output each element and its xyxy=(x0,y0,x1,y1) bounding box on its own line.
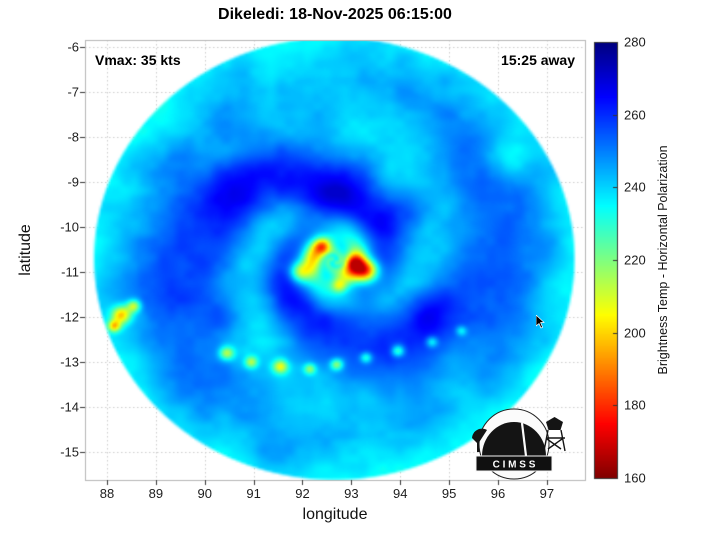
y-tick-label: -10 xyxy=(60,219,79,235)
satellite-dish-icon xyxy=(472,428,487,444)
y-axis-label: latitude xyxy=(17,224,34,276)
observatory-dome-icon xyxy=(482,422,546,456)
x-tick-label: 89 xyxy=(148,486,164,501)
vmax-annotation: Vmax: 35 kts xyxy=(95,52,181,68)
y-tick-label: -13 xyxy=(60,354,79,370)
cimss-logo-text: C I M S S xyxy=(493,460,536,471)
x-tick-label: 95 xyxy=(441,486,457,501)
eta-annotation: 15:25 away xyxy=(501,52,575,68)
y-tick-label: -9 xyxy=(67,174,79,190)
logo-banner xyxy=(475,455,553,472)
cimss-logo: C I M S S xyxy=(472,408,566,480)
water-tower-roof xyxy=(546,417,563,422)
x-tick-label: 97 xyxy=(539,486,555,501)
y-tick-label: -7 xyxy=(67,84,79,100)
y-tick-label: -11 xyxy=(61,264,79,280)
water-tower-legs xyxy=(543,429,566,452)
y-tick-label: -15 xyxy=(60,444,79,460)
dish-mast xyxy=(477,442,480,452)
dome-slit xyxy=(520,422,528,457)
x-axis-label: longitude xyxy=(302,506,368,523)
colorbar-tick-label: 180 xyxy=(624,397,646,413)
y-tick-label: -12 xyxy=(60,309,79,325)
colorbar-tick-label: 200 xyxy=(624,325,646,341)
y-tick-label: -6 xyxy=(67,39,79,55)
water-tower-tank xyxy=(546,422,563,430)
colorbar-tick-label: 260 xyxy=(624,107,646,123)
y-tick-label: -8 xyxy=(67,129,79,145)
colorbar-tick-label: 160 xyxy=(624,470,646,486)
x-tick-label: 88 xyxy=(99,486,115,501)
x-tick-label: 93 xyxy=(344,486,359,501)
x-tick-label: 96 xyxy=(490,486,506,501)
colorbar-tick-label: 280 xyxy=(624,34,646,50)
x-tick-label: 92 xyxy=(295,486,310,501)
colorbar-tick-label: 220 xyxy=(624,252,646,268)
x-tick-label: 91 xyxy=(246,486,261,501)
colorbar-tick-label: 240 xyxy=(624,179,646,195)
plot-title: Dikeledi: 18-Nov-2025 06:15:00 xyxy=(218,6,452,23)
y-tick-label: -14 xyxy=(60,399,79,415)
colorbar-label: Brightness Temp - Horizontal Polarizatio… xyxy=(656,145,670,375)
x-tick-label: 94 xyxy=(393,486,408,501)
mouse-cursor xyxy=(536,315,545,329)
x-tick-label: 90 xyxy=(197,486,212,501)
